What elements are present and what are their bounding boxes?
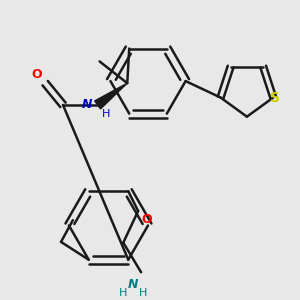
Text: O: O [141,213,152,226]
Text: N: N [128,278,138,291]
Text: H: H [139,288,147,298]
Text: S: S [270,91,280,105]
Text: N: N [82,98,93,111]
Polygon shape [95,83,127,109]
Text: O: O [32,68,42,81]
Text: H: H [119,288,128,298]
Text: H: H [101,109,110,119]
